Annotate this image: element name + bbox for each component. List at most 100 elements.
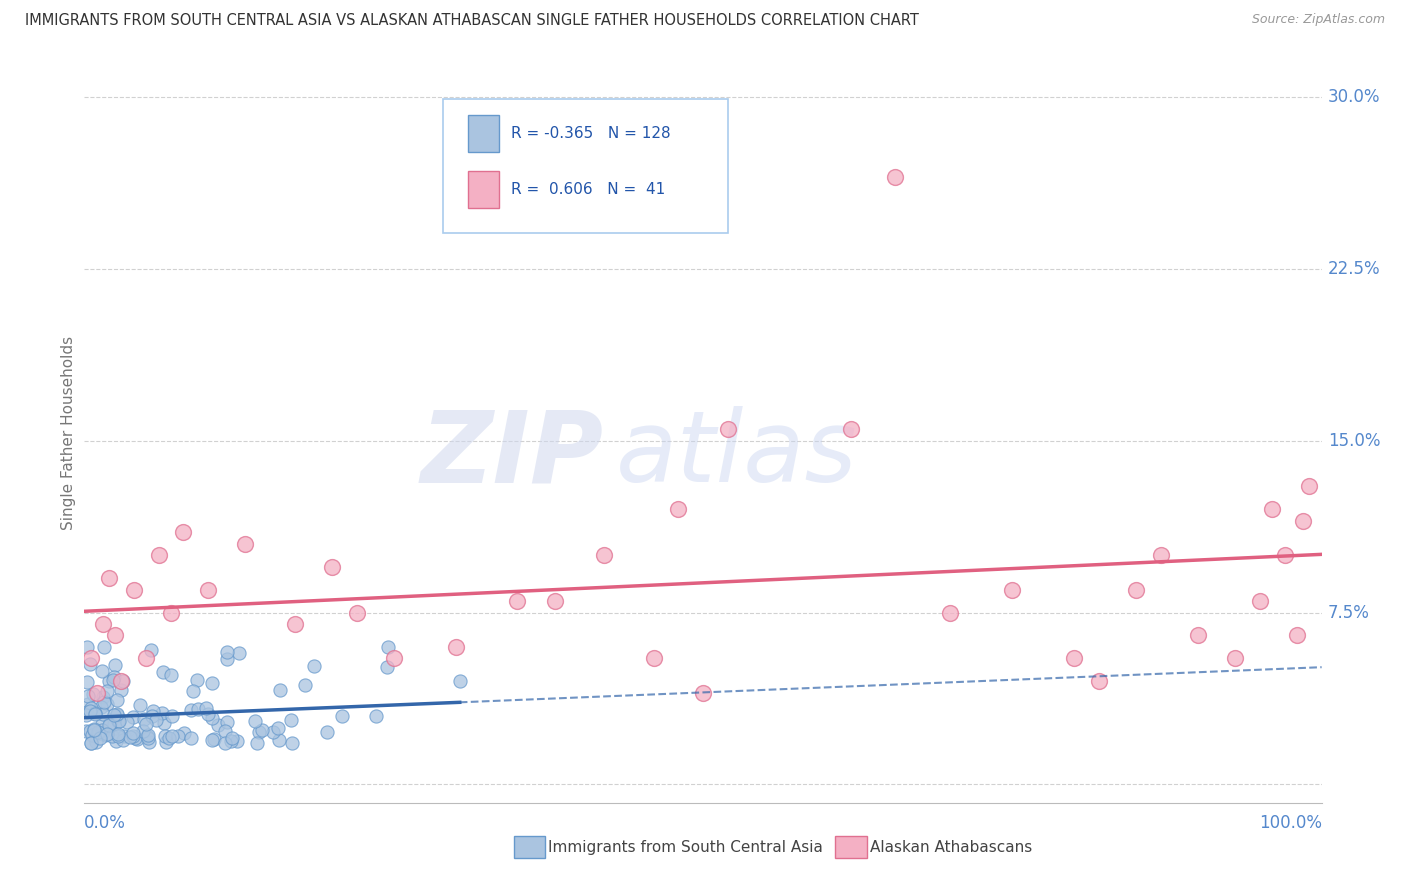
FancyBboxPatch shape [468,170,499,208]
Point [91,690,114,705]
Point [1285,628,1308,642]
Point [160,708,183,723]
Text: atlas: atlas [616,407,858,503]
Point [101,729,124,743]
Point [112,729,135,743]
Point [104,628,127,642]
Point [142,704,165,718]
Point [93,695,115,709]
Point [120,730,142,744]
Point [167,729,190,743]
Point [217,715,239,730]
Point [83,723,105,737]
Point [375,660,398,674]
Point [84,735,107,749]
Point [103,707,125,722]
Point [141,642,163,657]
Point [80,736,103,750]
Point [84,707,107,722]
Point [330,708,353,723]
Point [160,606,183,620]
Point [1001,582,1024,597]
Text: Immigrants from South Central Asia: Immigrants from South Central Asia [548,839,824,855]
Point [939,606,962,620]
Point [157,731,180,746]
Point [1298,479,1320,493]
Point [593,548,616,562]
Point [180,731,202,746]
Point [80,700,103,714]
Point [214,736,236,750]
Point [1261,502,1284,516]
Point [150,706,173,720]
Point [82,687,104,701]
Point [105,707,128,722]
Point [243,714,266,728]
Point [197,706,219,721]
Point [121,729,143,743]
Point [76,640,98,654]
Point [201,676,224,690]
Point [294,678,316,692]
Point [219,733,242,747]
Point [180,703,202,717]
Point [195,701,218,715]
Point [91,617,114,632]
Point [96,727,118,741]
Point [127,731,149,746]
Point [79,657,101,672]
Point [93,640,115,654]
Point [101,673,124,687]
Point [79,651,101,665]
Point [304,658,326,673]
Point [1274,548,1296,562]
Text: IMMIGRANTS FROM SOUTH CENTRAL ASIA VS ALASKAN ATHABASCAN SINGLE FATHER HOUSEHOLD: IMMIGRANTS FROM SOUTH CENTRAL ASIA VS AL… [25,13,920,29]
Point [269,732,291,747]
Point [138,728,160,742]
Point [321,559,343,574]
Point [104,733,127,747]
Point [104,658,127,673]
Point [86,686,108,700]
Point [173,725,195,739]
Point [75,723,97,738]
Point [135,651,157,665]
Text: ZIP: ZIP [420,407,605,503]
Point [281,736,304,750]
Point [107,729,129,743]
Point [96,683,118,698]
Point [217,651,239,665]
Point [111,733,134,747]
Text: 0.0%: 0.0% [84,814,127,832]
Text: 100.0%: 100.0% [1258,814,1322,832]
Point [207,717,229,731]
Point [91,664,114,678]
Point [233,537,256,551]
Point [98,674,121,689]
Point [82,728,104,742]
FancyBboxPatch shape [835,836,866,858]
Point [75,708,97,723]
Point [132,712,155,726]
Point [90,700,112,714]
Point [80,735,103,749]
Point [77,697,100,711]
Point [77,690,100,704]
Point [153,716,176,731]
Point [105,707,128,722]
Point [449,673,471,688]
Point [245,736,267,750]
Point [160,668,183,682]
Point [141,708,163,723]
Point [132,723,155,738]
Point [284,617,307,632]
Point [98,571,121,585]
Point [98,716,121,731]
Point [228,646,250,660]
Point [103,671,125,685]
Point [1249,594,1271,608]
Point [148,548,170,562]
Point [214,724,236,739]
Point [280,713,302,727]
Point [316,724,339,739]
